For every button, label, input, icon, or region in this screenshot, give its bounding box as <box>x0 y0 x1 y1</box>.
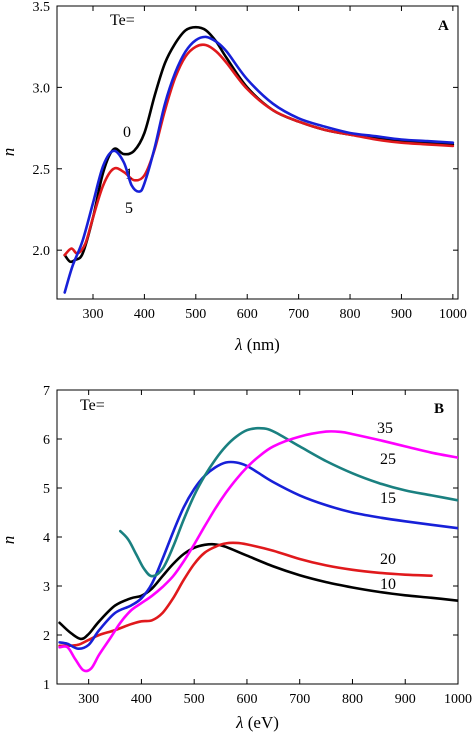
series-label-20: 20 <box>380 551 396 568</box>
x-axis-title-variable: λ <box>235 713 243 732</box>
panel-letter: A <box>438 18 449 34</box>
y-tick-label: 5 <box>43 482 50 497</box>
series-line-1 <box>63 43 455 257</box>
x-tick-label: 300 <box>82 307 103 322</box>
x-tick-label: 500 <box>185 307 206 322</box>
y-axis-title: n <box>0 148 18 157</box>
series-line-10 <box>58 542 458 641</box>
series-line-25 <box>119 426 458 578</box>
y-tick-label: 6 <box>43 433 50 448</box>
y-tick-label: 3.5 <box>33 0 51 15</box>
series-label-5: 5 <box>125 200 133 217</box>
series-label-35: 35 <box>377 420 393 437</box>
y-tick-label: 7 <box>43 384 50 399</box>
x-tick-label: 900 <box>395 692 416 707</box>
legend-title: Te= <box>110 12 135 29</box>
y-tick-label: 2.0 <box>33 244 51 259</box>
x-tick-label: 700 <box>289 692 310 707</box>
x-tick-label: 400 <box>131 692 152 707</box>
chart-panel-A: 300 400 500 600 700 800 900 1000 2.0 2.5 3.0 3.5 n λ … <box>0 0 467 354</box>
series-label-25: 25 <box>380 451 396 468</box>
y-tick-label: 4 <box>43 531 50 546</box>
series-line-0 <box>63 25 455 264</box>
series-label-0: 0 <box>123 124 131 141</box>
series-line-35 <box>58 430 458 673</box>
plot-frame <box>56 5 459 300</box>
y-tick-label: 1 <box>43 678 50 693</box>
x-tick-label: 600 <box>237 307 258 322</box>
series-line-15 <box>58 541 433 648</box>
x-axis-title: λ (nm) <box>234 335 280 354</box>
x-tick-label: 500 <box>184 692 205 707</box>
x-axis-title: λ (eV) <box>235 713 279 732</box>
x-tick-label: 900 <box>391 307 412 322</box>
y-tick-label: 3 <box>43 580 50 595</box>
y-tick-label: 2 <box>43 629 50 644</box>
x-tick-label: 1000 <box>439 307 467 322</box>
panel-letter: B <box>434 401 444 417</box>
x-axis-title-variable: λ <box>234 335 242 354</box>
y-axis-title: n <box>0 536 18 545</box>
legend-title: Te= <box>80 397 105 414</box>
x-tick-label: 300 <box>78 692 99 707</box>
x-axis-title-unit: (eV) <box>243 713 278 732</box>
x-tick-label: 700 <box>288 307 309 322</box>
series-line-5 <box>63 35 455 294</box>
x-tick-label: 800 <box>342 692 363 707</box>
series-label-15: 15 <box>380 490 396 507</box>
series-label-10: 10 <box>380 576 396 593</box>
y-tick-label: 3.0 <box>33 81 51 96</box>
plot-frame <box>56 389 459 685</box>
x-tick-label: 400 <box>134 307 155 322</box>
x-tick-label: 800 <box>340 307 361 322</box>
chart-panel-B: 300 400 500 600 700 800 900 1000 1 2 3 4 5 6 7 n λ (eV) T… <box>0 384 472 732</box>
y-tick-label: 2.5 <box>33 163 51 178</box>
x-tick-label: 1000 <box>444 692 472 707</box>
x-axis-title-unit: (nm) <box>243 335 280 354</box>
x-tick-label: 600 <box>236 692 257 707</box>
